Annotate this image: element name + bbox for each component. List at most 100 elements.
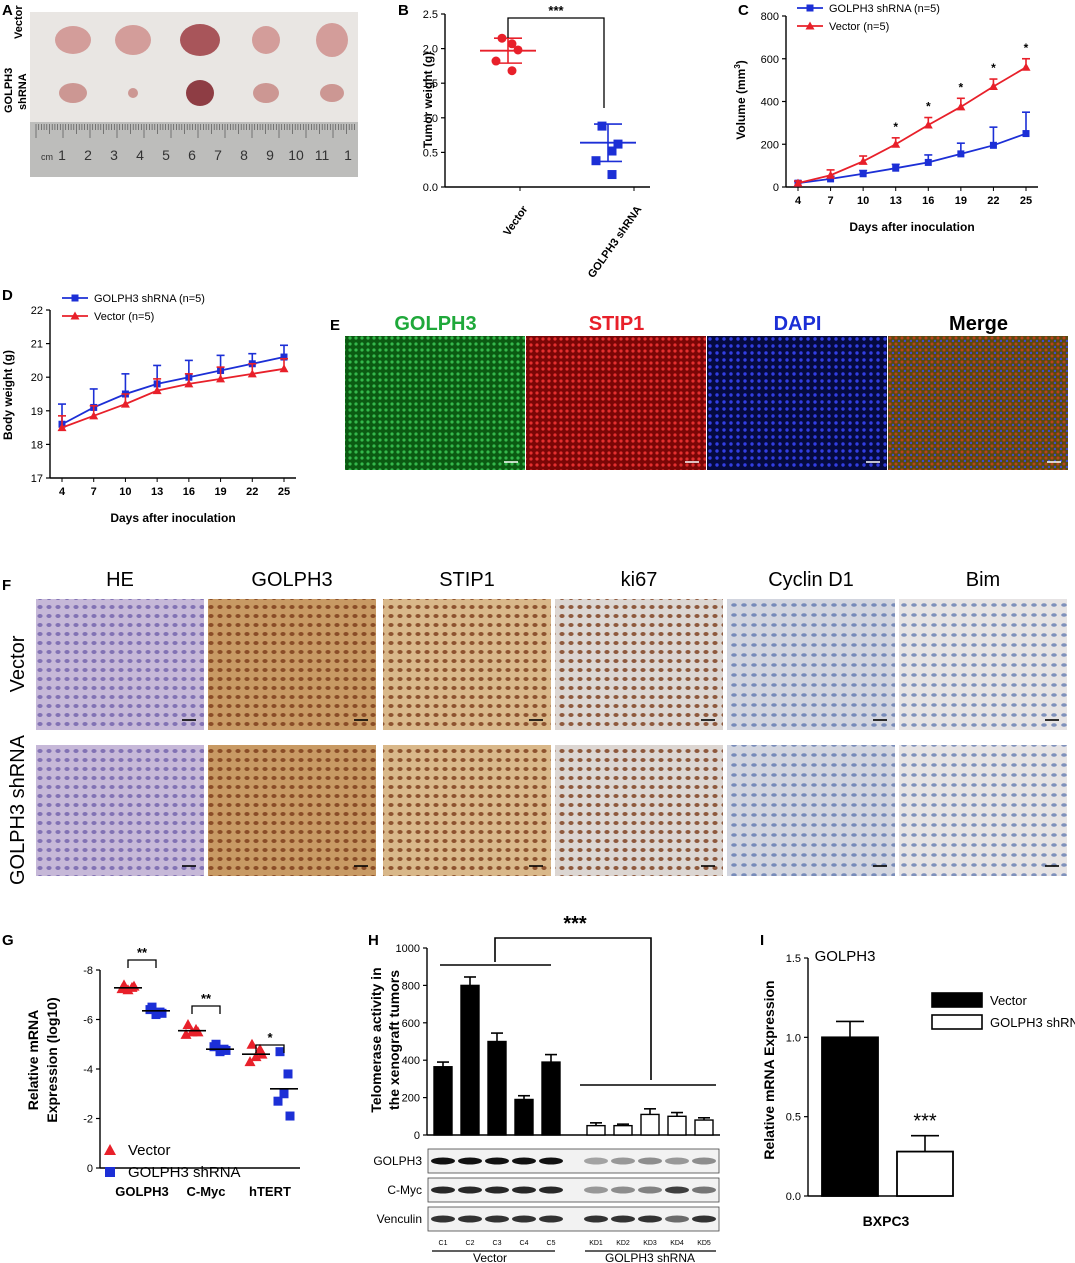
x-tick-label: 19 [955, 195, 967, 207]
lane-label: KD2 [616, 1240, 630, 1247]
x-tick-label: 25 [278, 486, 290, 498]
ruler-label: 1 [58, 147, 66, 163]
data-point [957, 150, 965, 158]
legend-label: Vector (n=5) [829, 21, 889, 33]
data-point [891, 139, 901, 148]
blot-row-label: GOLPH3 [373, 1154, 422, 1168]
y-axis-tick-label: 200 [761, 139, 779, 151]
y-axis-tick-label: 1.0 [423, 113, 438, 125]
significance-star: * [926, 100, 931, 114]
data-point [1021, 62, 1031, 71]
blot-band [638, 1157, 662, 1165]
y-axis-tick-label: 18 [31, 439, 43, 451]
blot-band [539, 1186, 563, 1194]
ihc-column-title: HE [106, 569, 134, 591]
lane-label: KD4 [670, 1240, 684, 1247]
x-tick-label: 7 [828, 195, 834, 207]
significance-label: ** [137, 945, 148, 960]
chart-d: D 17 18 19 20 21 22 4 7 10 13 16 19 22 25 Days after in… [1, 287, 296, 525]
significance-bracket [191, 1005, 221, 1014]
lane-label: C5 [547, 1240, 556, 1247]
ruler-label: 4 [136, 147, 144, 163]
legend-marker [806, 4, 814, 12]
bar [821, 1036, 879, 1197]
fluorescence-title: STIP1 [589, 313, 645, 335]
data-point [283, 1069, 293, 1079]
data-point [89, 411, 99, 420]
ruler-label: 1 [344, 147, 352, 163]
blot-band [431, 1186, 455, 1194]
western-blot-h: GOLPH3 C-Myc Venculin C1 C2 C3 C4 C5 KD1 KD2 KD3 KD… [373, 1148, 720, 1263]
data-point [892, 164, 900, 172]
blot-band [611, 1157, 635, 1165]
tumor [186, 80, 214, 106]
data-point [513, 45, 523, 55]
data-point [497, 33, 507, 43]
y-axis-tick-label: 1000 [396, 943, 420, 955]
ruler-label: 10 [288, 147, 304, 163]
blot-band [539, 1157, 563, 1165]
y-axis-tick-label: 2.0 [423, 44, 438, 56]
series-line [61, 367, 285, 429]
ruler-label: 2 [84, 147, 92, 163]
x-axis-title: Days after inoculation [849, 220, 974, 234]
significance-star: * [991, 61, 996, 75]
blot-band [665, 1215, 689, 1223]
fluorescence-title: GOLPH3 [394, 313, 476, 335]
legend-marker [104, 1144, 116, 1155]
series-line [797, 132, 1027, 185]
tumor [128, 88, 138, 98]
fluorescence-signal [345, 336, 525, 470]
data-point [247, 369, 257, 378]
data-point [827, 175, 835, 183]
panel-e: E GOLPH3 STIP1 DAPI Merge [330, 313, 1068, 470]
significance-label: ** [201, 991, 212, 1006]
ihc-nuclei [36, 745, 204, 876]
data-point [591, 156, 601, 166]
ruler [30, 122, 358, 177]
data-point [145, 1005, 155, 1015]
ruler-label: 5 [162, 147, 170, 163]
data-point [924, 158, 932, 166]
panel-letter: I [760, 932, 764, 949]
y-axis-tick-label: 600 [761, 54, 779, 66]
data-point [57, 423, 67, 432]
data-point [956, 102, 966, 111]
row-label-shrna-2: shRNA [17, 73, 29, 110]
blot-band [512, 1186, 536, 1194]
y-axis-tick-label: 600 [402, 1018, 420, 1030]
panel-letter-a: A [2, 2, 13, 19]
chart-h: H 0 200 400 600 800 1000 *** Telomerase activity… [368, 913, 720, 1142]
y-axis-title: Body weight (g) [1, 350, 15, 440]
y-axis-tick-label: 17 [31, 473, 43, 485]
ihc-nuclei [383, 745, 551, 876]
x-tick-label: 13 [151, 486, 163, 498]
x-tick-label: 25 [1020, 195, 1032, 207]
blot-band [584, 1215, 608, 1223]
data-point [184, 379, 194, 388]
panel-letter: H [368, 932, 379, 949]
x-tick-label: 7 [91, 486, 97, 498]
tumor [180, 24, 220, 56]
blot-band [539, 1215, 563, 1223]
bar [433, 1066, 453, 1136]
blot-band [431, 1157, 455, 1165]
y-axis-title: the xenograft tumors [386, 970, 402, 1110]
tumor [320, 84, 344, 102]
ihc-column-title: GOLPH3 [251, 569, 332, 591]
chart-i: I 0.0 0.5 1.0 1.5 *** GOLPH3 BXPC3 Relative mRNA… [760, 932, 1075, 1229]
tumor [252, 26, 280, 54]
blot-band [584, 1186, 608, 1194]
data-point [221, 1045, 231, 1055]
data-point [826, 170, 836, 179]
significance-star: * [959, 80, 964, 94]
data-point [275, 1047, 285, 1057]
y-axis-title: Tumor weight (g) [421, 52, 435, 148]
blot-band [665, 1186, 689, 1194]
row-label-vector: Vector [13, 5, 25, 39]
panel-letter: D [2, 287, 13, 304]
lane-label: KD1 [589, 1240, 603, 1247]
tumor [55, 26, 91, 54]
y-axis-tick-label: 19 [31, 406, 43, 418]
